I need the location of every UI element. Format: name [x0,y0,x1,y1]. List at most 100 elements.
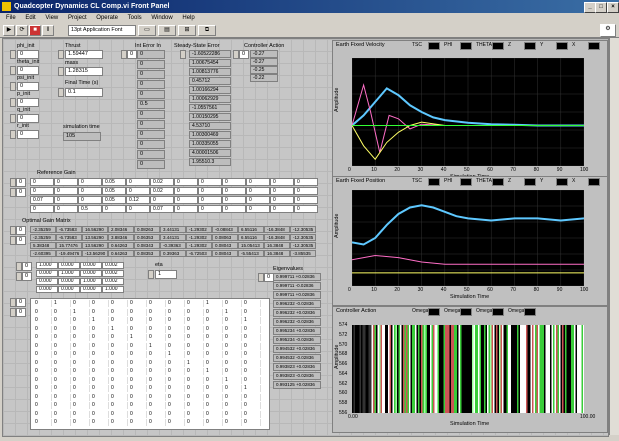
big-matrix-cell[interactable]: 0 [73,351,90,358]
big-matrix-row-index[interactable]: 0 [16,298,26,307]
abort-icon[interactable]: ■ [29,25,41,36]
big-matrix-cell[interactable]: 0 [130,376,147,384]
reference-gain-cell[interactable]: 0 [102,205,126,213]
reference-gain-cell[interactable]: 0 [174,196,198,204]
mass-spinner[interactable] [58,67,64,76]
reference-gain-cell[interactable]: 0 [174,187,198,195]
reference-gain-cell[interactable]: 0 [222,205,246,213]
big-matrix-cell[interactable]: 0 [35,334,52,341]
big-matrix-cell[interactable]: 0 [225,393,242,401]
legend-entry[interactable]: PHI [444,42,453,48]
big-matrix-cell[interactable]: 0 [35,393,52,401]
big-matrix-cell[interactable]: 0 [73,385,90,392]
reference-gain-cell[interactable]: 0.07 [150,205,174,213]
reference-gain-col-index[interactable]: 0 [16,188,26,197]
big-matrix-cell[interactable]: 0 [111,410,128,418]
distribute-icon[interactable]: ▤ [158,25,176,36]
big-matrix-cell[interactable]: 0 [54,342,71,350]
optimal-gain-col-index[interactable]: 0 [16,236,26,245]
big-matrix-cell[interactable]: 0 [111,376,128,384]
big-matrix-cell[interactable]: 0 [92,368,109,375]
small-matrix-cell[interactable]: 0.000 [80,286,102,293]
pause-icon[interactable]: ‖ [42,25,54,36]
big-matrix-cell[interactable]: 0 [244,308,261,316]
big-matrix-cell[interactable]: 0 [111,402,128,409]
plot-area[interactable] [352,190,584,286]
big-matrix-cell[interactable]: 1 [92,317,109,324]
big-matrix-cell[interactable]: 0 [35,342,52,350]
big-matrix-cell[interactable]: 0 [111,308,128,316]
big-matrix-cell[interactable]: 0 [168,402,185,409]
big-matrix-cell[interactable]: 0 [244,334,261,341]
big-matrix-cell[interactable]: 0 [130,317,147,324]
reference-gain-cell[interactable]: 0 [294,178,318,186]
reorder-icon[interactable]: ⧉ [198,25,216,36]
big-matrix-cell[interactable]: 0 [35,410,52,418]
big-matrix-cell[interactable]: 0 [225,351,242,358]
big-matrix-cell[interactable]: 0 [111,351,128,358]
big-matrix-cell[interactable]: 0 [149,300,166,307]
run-arrow-icon[interactable]: ▶ [3,25,15,36]
legend-entry[interactable]: Y [540,42,544,48]
big-matrix-cell[interactable]: 0 [168,376,185,384]
big-matrix-cell[interactable]: 0 [244,410,261,418]
reference-gain-cell[interactable]: 0 [78,178,102,186]
big-matrix-cell[interactable]: 0 [92,385,109,392]
big-matrix-cell[interactable]: 1 [244,317,261,324]
legend-entry[interactable]: Y [540,178,544,184]
big-matrix-cell[interactable]: 0 [149,402,166,409]
theta-init-spinner[interactable] [10,66,16,75]
steady-state-index-spinner[interactable] [180,50,186,59]
reference-gain-cell[interactable]: 0 [78,187,102,195]
legend-entry[interactable]: Z [508,178,512,184]
big-matrix-cell[interactable]: 0 [244,342,261,350]
big-matrix-cell[interactable]: 0 [92,410,109,418]
big-matrix-cell[interactable]: 0 [206,410,223,418]
big-matrix-cell[interactable]: 0 [54,351,71,358]
big-matrix-cell[interactable]: 0 [187,300,204,307]
big-matrix-cell[interactable]: 0 [92,393,109,401]
big-matrix-cell[interactable]: 0 [149,410,166,418]
reference-gain-cell[interactable]: 0 [30,187,54,195]
big-matrix-cell[interactable]: 0 [130,325,147,333]
big-matrix-cell[interactable]: 0 [206,402,223,409]
big-matrix-cell[interactable]: 1 [244,385,261,392]
final-time-spinner[interactable] [58,88,64,97]
menu-view[interactable]: View [45,15,59,21]
big-matrix-cell[interactable]: 0 [187,402,204,409]
reference-gain-cell[interactable]: 0 [54,196,78,204]
big-matrix-cell[interactable]: 1 [130,334,147,341]
reference-gain-row-index[interactable]: 0 [16,178,26,187]
r-init-spinner[interactable] [10,130,16,139]
big-matrix-cell[interactable]: 0 [73,376,90,384]
big-matrix-cell[interactable]: 0 [54,419,71,426]
big-matrix-cell[interactable]: 1 [225,308,242,316]
big-matrix-cell[interactable]: 0 [73,419,90,426]
big-matrix-cell[interactable]: 1 [149,342,166,350]
reference-gain-cell[interactable]: 0.05 [102,196,126,204]
q-init-spinner[interactable] [10,114,16,123]
big-matrix-row-spinner[interactable] [10,298,16,307]
big-matrix-cell[interactable]: 0 [35,368,52,375]
big-matrix-cell[interactable]: 0 [225,402,242,409]
reference-gain-cell[interactable]: 0.05 [102,178,126,186]
big-matrix-cell[interactable]: 0 [130,359,147,367]
small-matrix-cell[interactable]: 0.002 [102,278,124,285]
big-matrix-cell[interactable]: 0 [244,325,261,333]
reference-gain-cell[interactable]: 0 [54,205,78,213]
menu-operate[interactable]: Operate [96,15,118,21]
big-matrix-cell[interactable]: 0 [54,393,71,401]
big-matrix-cell[interactable]: 0 [168,300,185,307]
big-matrix-cell[interactable]: 0 [225,419,242,426]
phi-init-spinner[interactable] [10,50,16,59]
big-matrix-cell[interactable]: 0 [206,317,223,324]
legend-entry[interactable]: PHI [444,178,453,184]
controller-action-index-spinner[interactable] [233,50,239,59]
big-matrix-cell[interactable]: 0 [168,317,185,324]
reference-gain-cell[interactable]: 0 [198,178,222,186]
big-matrix-cell[interactable]: 0 [244,402,261,409]
p-init-field[interactable]: 0 [17,98,39,107]
big-matrix-cell[interactable]: 0 [54,410,71,418]
big-matrix-cell[interactable]: 0 [130,308,147,316]
menu-help[interactable]: Help [182,15,195,21]
